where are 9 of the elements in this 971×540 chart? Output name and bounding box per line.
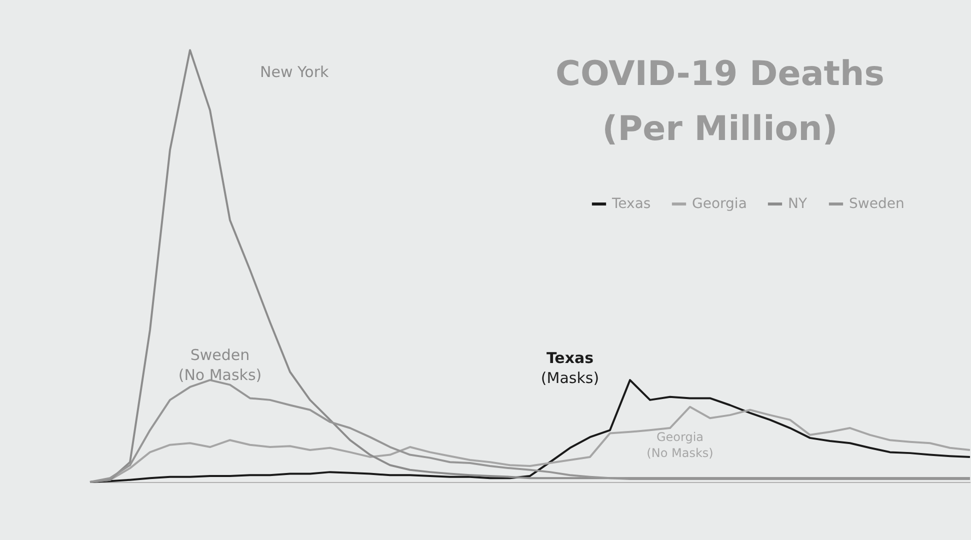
legend-label: Sweden bbox=[849, 196, 904, 212]
legend-label: Texas bbox=[611, 196, 651, 212]
legend-label: NY bbox=[788, 196, 808, 212]
annotation: Texas (Masks) bbox=[540, 349, 600, 387]
annotation: New York bbox=[260, 63, 329, 81]
annotation: Sweden (No Masks) bbox=[178, 346, 262, 384]
legend-label: Georgia bbox=[692, 196, 747, 212]
annotation: Georgia (No Masks) bbox=[646, 430, 714, 460]
text: COVID-19 Deaths (Per Million) bbox=[556, 54, 884, 149]
